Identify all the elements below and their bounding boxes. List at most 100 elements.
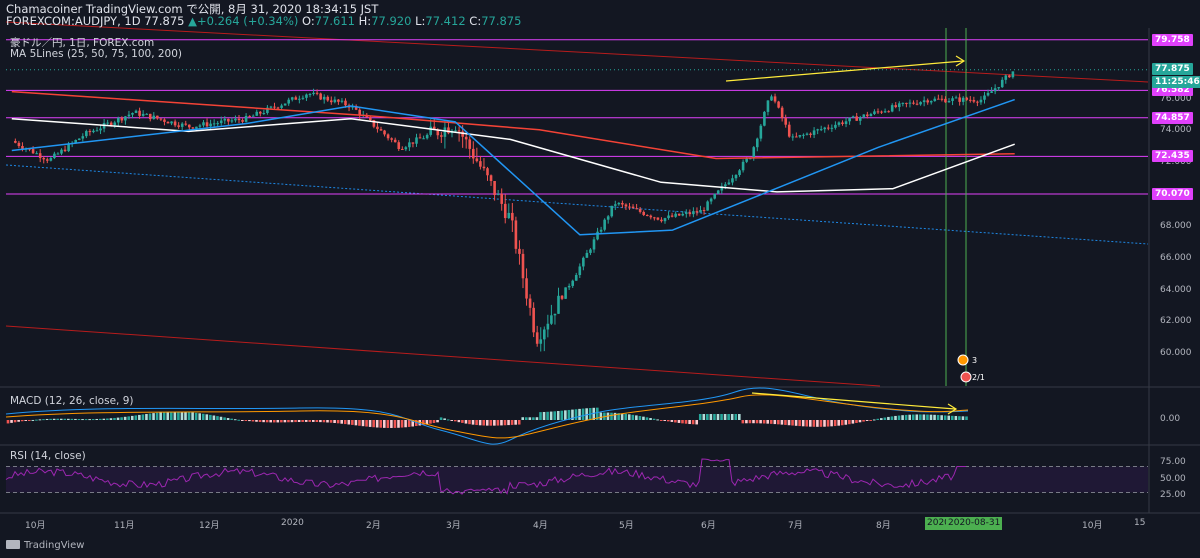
candle-body bbox=[819, 129, 823, 131]
candle-body bbox=[986, 92, 990, 96]
macd-histogram-bar bbox=[201, 413, 205, 420]
symbol-label[interactable]: FOREXCOM:AUDJPY, 1D bbox=[6, 14, 141, 28]
macd-histogram-bar bbox=[109, 418, 113, 420]
candle-body bbox=[954, 97, 958, 99]
candle-body bbox=[262, 112, 266, 114]
tradingview-brand[interactable]: TradingView bbox=[6, 540, 84, 551]
candle-body bbox=[415, 137, 418, 144]
candle-body bbox=[237, 118, 241, 121]
candle-body bbox=[844, 121, 848, 125]
macd-histogram-bar bbox=[326, 420, 329, 423]
overlay-title[interactable]: 豪ドル／円, 1日, FOREX.com bbox=[10, 37, 155, 49]
candle-body bbox=[670, 215, 674, 217]
macd-histogram-bar bbox=[294, 420, 297, 423]
macd-histogram-bar bbox=[929, 414, 933, 420]
macd-histogram-bar bbox=[475, 420, 478, 426]
candle-body bbox=[77, 138, 81, 140]
candle-body bbox=[585, 252, 589, 258]
macd-histogram-bar bbox=[340, 420, 343, 424]
macd-histogram-bar bbox=[652, 418, 656, 420]
candle-body bbox=[287, 99, 290, 104]
candle-body bbox=[440, 135, 443, 137]
candle-body bbox=[273, 106, 276, 108]
candle-body bbox=[493, 180, 496, 196]
macd-histogram-bar bbox=[496, 420, 500, 426]
candle-body bbox=[454, 130, 457, 132]
candle-body bbox=[461, 131, 464, 137]
macd-histogram-bar bbox=[730, 414, 734, 420]
macd-histogram-bar bbox=[145, 413, 148, 420]
macd-histogram-bar bbox=[162, 412, 166, 420]
macd-histogram-bar bbox=[482, 420, 485, 426]
candle-body bbox=[684, 212, 688, 214]
macd-histogram-bar bbox=[333, 420, 336, 424]
candle-body bbox=[528, 298, 532, 308]
macd-histogram-bar bbox=[649, 418, 652, 420]
candle-body bbox=[333, 99, 337, 103]
price-trend-arrowhead bbox=[955, 55, 966, 67]
candle-body bbox=[997, 87, 1000, 89]
time-tick-label: 8月 bbox=[876, 521, 891, 531]
macd-histogram-bar bbox=[216, 416, 219, 420]
macd-histogram-bar bbox=[237, 419, 241, 421]
macd-histogram-bar bbox=[393, 420, 397, 428]
macd-histogram-bar bbox=[489, 420, 493, 426]
macd-histogram-bar bbox=[734, 414, 738, 420]
price-trend-arrow bbox=[725, 60, 964, 82]
rsi-legend[interactable]: RSI (14, close) bbox=[10, 450, 86, 462]
macd-histogram-bar bbox=[713, 414, 716, 420]
candle-body bbox=[667, 215, 670, 219]
price-tick-label: 68.000 bbox=[1160, 220, 1192, 231]
last-price-label: 77.875 bbox=[1152, 62, 1193, 75]
macd-histogram-bar bbox=[617, 413, 620, 420]
candle-body bbox=[830, 127, 834, 129]
candle-body bbox=[649, 215, 653, 218]
macd-histogram-bar bbox=[777, 420, 780, 425]
event-badge-1 bbox=[957, 354, 969, 366]
macd-histogram-bar bbox=[272, 420, 276, 423]
macd-histogram-bar bbox=[791, 420, 794, 426]
macd-histogram-bar bbox=[840, 420, 844, 426]
macd-histogram-bar bbox=[635, 415, 638, 420]
macd-histogram-bar bbox=[226, 418, 230, 420]
candle-body bbox=[589, 249, 592, 253]
candle-body bbox=[798, 135, 802, 137]
macd-histogram-bar bbox=[45, 418, 49, 420]
macd-histogram-bar bbox=[752, 420, 755, 424]
candle-body bbox=[319, 93, 322, 100]
time-tick-label: 12月 bbox=[199, 521, 220, 531]
candle-body bbox=[81, 136, 85, 139]
candle-body bbox=[709, 198, 713, 202]
bar-countdown-label: 11:25:46 bbox=[1152, 75, 1200, 88]
candle-body bbox=[308, 94, 312, 96]
ma-legend[interactable]: MA 5Lines (25, 50, 75, 100, 200) bbox=[10, 48, 183, 60]
macd-histogram-bar bbox=[84, 419, 88, 421]
candle-body bbox=[571, 280, 574, 286]
candle-body bbox=[422, 138, 425, 140]
price-tick-label: 72.000 bbox=[1160, 157, 1192, 168]
candle-body bbox=[890, 105, 894, 112]
macd-histogram-bar bbox=[6, 420, 10, 424]
macd-histogram-bar bbox=[812, 420, 816, 427]
candle-body bbox=[958, 97, 961, 102]
candle-body bbox=[241, 120, 244, 122]
time-tick-label: 6月 bbox=[701, 521, 716, 531]
last-price: 77.875 bbox=[144, 14, 185, 28]
macd-histogram-bar bbox=[446, 419, 450, 421]
candle-body bbox=[141, 113, 145, 116]
candle-body bbox=[635, 208, 638, 210]
candle-body bbox=[337, 99, 340, 102]
candle-body bbox=[464, 136, 468, 140]
candle-body bbox=[195, 126, 198, 129]
macd-histogram-bar bbox=[819, 420, 823, 427]
macd-histogram-bar bbox=[801, 420, 805, 427]
candle-body bbox=[177, 125, 180, 127]
macd-histogram-bar bbox=[138, 414, 141, 420]
candle-body bbox=[550, 315, 553, 324]
macd-legend[interactable]: MACD (12, 26, close, 9) bbox=[10, 395, 134, 407]
candle-body bbox=[209, 123, 212, 127]
macd-histogram-bar bbox=[386, 420, 390, 428]
candle-body bbox=[851, 116, 855, 118]
candle-body bbox=[390, 138, 393, 140]
